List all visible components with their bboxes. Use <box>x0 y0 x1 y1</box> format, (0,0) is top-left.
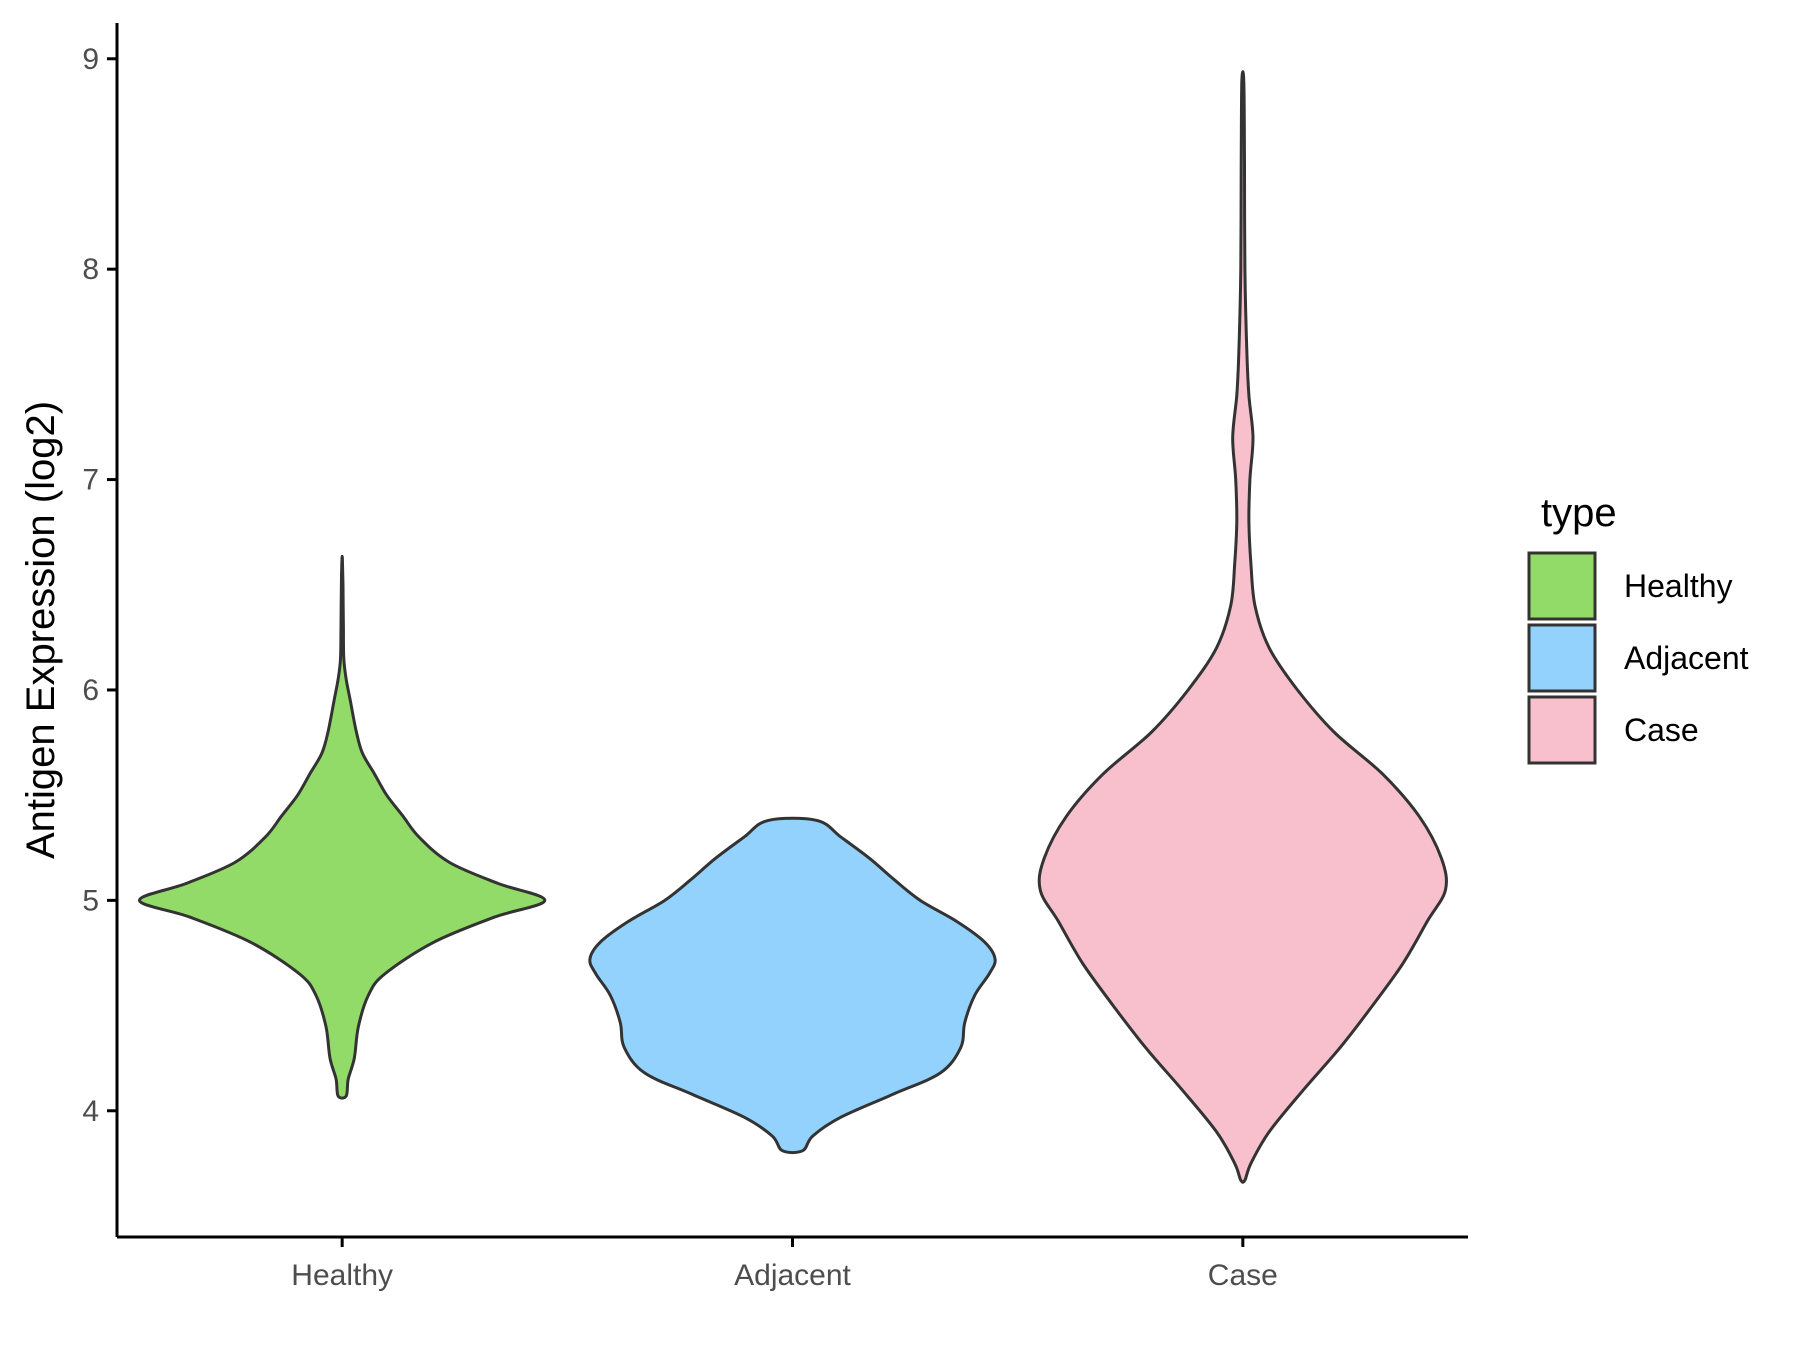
legend-swatch-case <box>1527 695 1597 765</box>
y-axis-title: Antigen Expression (log2) <box>19 401 63 859</box>
legend: type Healthy Adjacent Case <box>1527 491 1749 765</box>
y-ticks-group: 4 5 6 7 8 9 <box>82 43 117 1128</box>
legend-label-healthy: Healthy <box>1624 568 1733 604</box>
y-tick-label: 9 <box>82 43 99 76</box>
legend-title: type <box>1541 491 1617 535</box>
y-tick-label: 4 <box>82 1095 99 1128</box>
x-tick-label-healthy: Healthy <box>291 1259 393 1292</box>
legend-swatch-adjacent <box>1527 623 1597 693</box>
violins-group <box>138 70 1448 1184</box>
y-tick-label: 6 <box>82 674 99 707</box>
y-tick-label: 7 <box>82 464 99 497</box>
y-tick-label: 5 <box>82 884 99 917</box>
violin-case <box>1037 70 1448 1184</box>
x-ticks-group: Healthy Adjacent Case <box>291 1237 1278 1292</box>
legend-label-case: Case <box>1624 712 1699 748</box>
y-tick-label: 8 <box>82 253 99 286</box>
legend-entries: Healthy Adjacent Case <box>1527 551 1749 765</box>
x-tick-label-case: Case <box>1208 1259 1278 1292</box>
legend-label-adjacent: Adjacent <box>1624 640 1749 676</box>
legend-swatch-healthy <box>1527 551 1597 621</box>
violin-adjacent <box>588 816 997 1155</box>
violin-healthy <box>138 554 547 1100</box>
x-tick-label-adjacent: Adjacent <box>734 1259 851 1292</box>
